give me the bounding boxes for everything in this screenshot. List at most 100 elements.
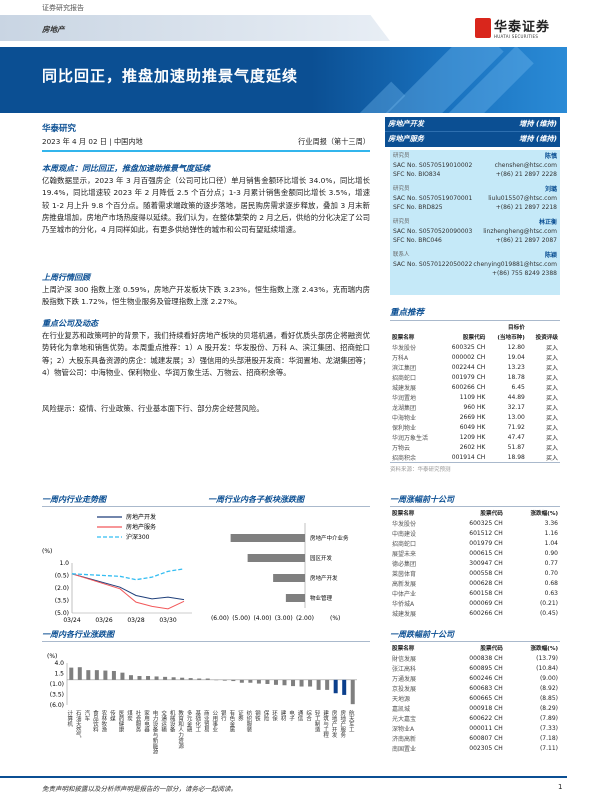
category-label: 基础化工 [194, 709, 201, 733]
y-tick-label: 1.5 [54, 671, 64, 678]
logo-mark-icon [475, 18, 491, 38]
table-cell: 2669 HK [459, 413, 486, 421]
table-row: 光大嘉宝 600622 CH (7.89) [390, 713, 560, 723]
table-cell: 华发股份 [392, 344, 417, 352]
analyst-role: 联系人 [393, 252, 410, 258]
analyst-email[interactable]: linzhengheng@htsc.com [483, 228, 557, 235]
rating-sector: 房地产服务 [388, 134, 424, 143]
table-cell: 买入 [545, 394, 558, 402]
category-label: 机械设备 [169, 709, 176, 734]
analyst-email[interactable]: liulu015507@htsc.com [488, 195, 557, 202]
sector-label: 房地产 [42, 25, 65, 34]
table-row: 华润置地 1109 HK 44.89 买入 [390, 392, 560, 402]
analyst-sac: SAC No. S0570519010002 [393, 162, 473, 169]
table-cell: 买入 [545, 424, 558, 432]
table-row: 保利物业 6049 HK 71.92 买入 [390, 422, 560, 432]
category-label: 交通运输 [160, 709, 167, 734]
table-cell: 000838 CH [469, 654, 503, 662]
table-cell: 18.78 [507, 373, 525, 381]
table-cell: 32.17 [507, 403, 525, 411]
table-row: 深物业A 000011 CH (7.33) [390, 723, 560, 733]
table-cell: 买入 [545, 444, 558, 452]
bar [316, 679, 321, 690]
company-paragraph: 在行业复苏和政策呵护的背景下，我们持续看好房地产板块的贝塔机遇，看好优质头部房企… [42, 331, 370, 377]
table-cell: 中南建设 [392, 530, 417, 538]
category-label: 房地产服务 [339, 709, 346, 739]
col-header: 股票代码 [480, 646, 503, 652]
category-label: 航天军工 [348, 709, 355, 733]
bar [350, 679, 355, 705]
table-cell: 买入 [545, 404, 558, 412]
y-tick-label: (0.5) [55, 573, 69, 580]
analyst-phone: +(86) 21 2897 2228 [495, 171, 557, 178]
category-label: 食品饮料 [92, 709, 99, 734]
category-label: 石油天然气 [75, 710, 82, 738]
category-label: 农林牧渔 [100, 709, 107, 734]
bar [137, 676, 142, 680]
analyst-email[interactable]: chenying019881@htsc.com [473, 261, 557, 268]
table-cell: 44.89 [507, 393, 525, 401]
analyst-entry: 研究员 刘璐 SAC No. S0570519070001 liulu015507@… [393, 185, 557, 212]
table-cell: 001979 CH [451, 373, 486, 381]
x-tick-label: 03/26 [95, 617, 112, 624]
table-cell: 600895 CH [469, 664, 503, 672]
category-label: 房地产开发 [310, 574, 338, 582]
market-paragraph: 上周沪深 300 指数上涨 0.59%，房地产开发板块下跌 3.23%，恒生指数… [42, 285, 370, 307]
table-row: 滨江集团 002244 CH 13.23 买入 [390, 362, 560, 372]
table-cell: 13.23 [507, 363, 525, 371]
analyst-entry: 研究员 林正衡 SAC No. S0570520090003 linzhenghen… [393, 218, 557, 245]
losers-heading: 一周跌幅前十公司 [390, 630, 454, 639]
table-cell: (0.45) [539, 609, 558, 617]
analyst-email[interactable]: chenshen@htsc.com [494, 162, 557, 169]
line-series-2 [71, 573, 185, 610]
y-tick-label: (6.0) [50, 702, 64, 709]
table-row: 华侨城A 000069 CH (0.21) [390, 598, 560, 608]
table-cell: 买入 [545, 454, 558, 462]
table-cell: 2602 HK [459, 443, 486, 451]
category-label: 银行 [220, 709, 227, 723]
table-cell: 財信发展 [392, 655, 417, 663]
category-label: 社会服务 [135, 709, 142, 734]
table-row: 展望未来 000615 CH 0.90 [390, 548, 560, 558]
table-cell: (7.11) [539, 744, 558, 752]
col-header: (当地币种) [497, 335, 525, 341]
table-cell: 万科A [392, 354, 409, 362]
bar [299, 679, 304, 687]
view-paragraph: 亿翰数据显示，2023 年 3 月百强房企（公司可比口径）单月销售金额环比增长 … [42, 176, 370, 235]
table-cell: 002244 CH [451, 363, 486, 371]
table-cell: 000002 CH [451, 353, 486, 361]
category-label: 计算机 [66, 709, 73, 728]
table-row: 济南高新 600807 CH (7.18) [390, 733, 560, 743]
col-header: 目标价 [508, 325, 525, 331]
category-label: 房地产开发 [331, 709, 338, 739]
table-cell: 6.45 [511, 383, 525, 391]
table-row: 中海物业 2669 HK 13.00 买入 [390, 412, 560, 422]
table-cell: 000011 CH [469, 724, 503, 732]
bar [325, 679, 330, 690]
table-cell: 龙湖集团 [392, 404, 417, 412]
table-cell: 600266 CH [469, 609, 503, 617]
table-cell: 买入 [545, 374, 558, 382]
market-heading: 上周行情回顾 [42, 273, 90, 282]
bar [282, 679, 287, 686]
table-cell: (7.18) [539, 734, 558, 742]
table-row: 万物云 2602 HK 51.87 买入 [390, 442, 560, 452]
table-cell: 城建发展 [392, 384, 417, 392]
table-cell: 南国置业 [392, 745, 417, 753]
table-cell: (8.29) [539, 704, 558, 712]
category-label: 保险 [262, 709, 269, 723]
legend-label: 房地产服务 [126, 523, 156, 531]
bar [231, 679, 236, 682]
table-cell: 高新发展 [392, 580, 417, 588]
table-row: 龙湖集团 960 HK 32.17 买入 [390, 402, 560, 412]
table-cell: 18.98 [507, 453, 525, 461]
bar [230, 534, 305, 542]
analyst-name: 陈慎 [544, 153, 557, 160]
bar [120, 672, 125, 680]
category-label: 有色金属 [228, 709, 235, 734]
bar [285, 594, 305, 602]
table-cell: 0.63 [544, 589, 558, 597]
bar [154, 676, 159, 680]
table-cell: (7.89) [539, 714, 558, 722]
